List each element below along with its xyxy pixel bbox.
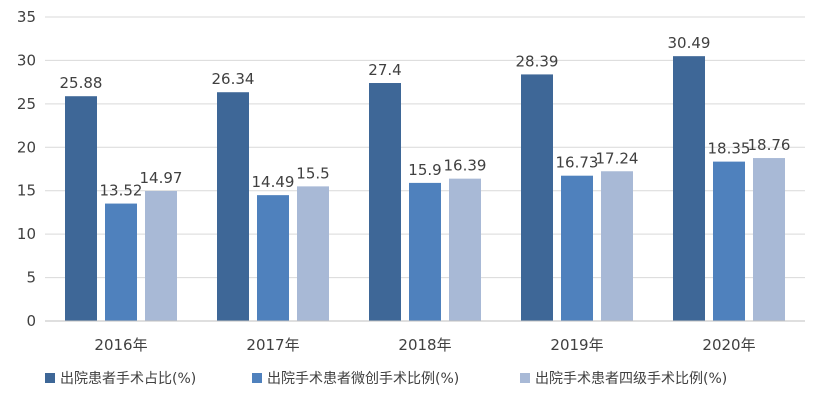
y-tick-label: 0	[26, 312, 36, 330]
x-tick-label: 2020年	[702, 336, 755, 354]
data-label: 14.97	[140, 169, 183, 187]
data-label: 18.76	[748, 136, 791, 154]
bars	[65, 56, 785, 322]
data-label: 15.5	[296, 164, 329, 182]
data-label: 14.49	[252, 173, 295, 191]
bar	[65, 96, 97, 321]
legend-label: 出院患者手术占比(%)	[60, 371, 196, 387]
bar	[369, 83, 401, 321]
x-tick-label: 2018年	[398, 336, 451, 354]
bar	[297, 186, 329, 321]
y-tick-label: 5	[26, 269, 36, 287]
data-label: 13.52	[100, 182, 143, 200]
data-label: 16.39	[444, 157, 487, 175]
legend-label: 出院手术患者微创手术比例(%)	[267, 371, 459, 387]
y-tick-label: 15	[17, 182, 36, 200]
y-tick-label: 20	[17, 138, 36, 156]
y-tick-label: 10	[17, 225, 36, 243]
bar	[521, 74, 553, 322]
data-label: 28.39	[516, 52, 559, 70]
bar	[753, 158, 785, 321]
data-label: 25.88	[60, 74, 103, 92]
y-axis: 0 5 10 15 20 25 30 35	[17, 8, 36, 330]
data-label: 26.34	[212, 70, 255, 88]
legend-label: 出院手术患者四级手术比例(%)	[535, 371, 727, 387]
data-label: 16.73	[556, 154, 599, 172]
y-tick-label: 25	[17, 95, 36, 113]
y-tick-label: 30	[17, 51, 36, 69]
data-label: 27.4	[368, 61, 401, 79]
bar	[105, 203, 137, 321]
x-tick-label: 2019年	[550, 336, 603, 354]
data-label: 17.24	[596, 149, 639, 167]
data-label: 15.9	[408, 161, 441, 179]
bar	[449, 178, 481, 321]
bar	[673, 56, 705, 321]
data-label: 30.49	[668, 34, 711, 52]
y-tick-label: 35	[17, 8, 36, 26]
legend: 出院患者手术占比(%) 出院手术患者微创手术比例(%) 出院手术患者四级手术比例(%…	[45, 371, 727, 387]
bar	[601, 171, 633, 321]
legend-swatch	[520, 373, 530, 383]
data-label: 18.35	[708, 140, 751, 158]
bar	[561, 175, 593, 321]
legend-swatch	[45, 373, 55, 383]
x-axis: 2016年 2017年 2018年 2019年 2020年	[45, 320, 805, 354]
x-tick-label: 2017年	[246, 336, 299, 354]
bar	[713, 161, 745, 321]
legend-swatch	[252, 373, 262, 383]
bar	[217, 92, 249, 321]
bar	[409, 182, 441, 321]
bar	[145, 190, 177, 321]
x-tick-label: 2016年	[94, 336, 147, 354]
bar	[257, 195, 289, 321]
